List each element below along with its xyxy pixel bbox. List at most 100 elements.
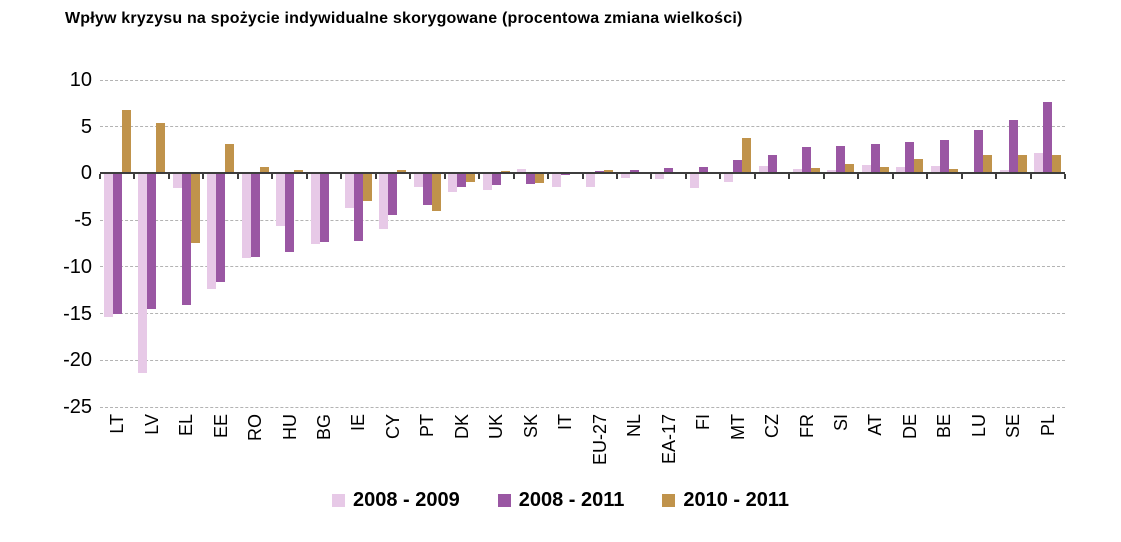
bar — [758, 165, 768, 174]
bar — [939, 139, 949, 174]
y-axis-label: 5 — [80, 115, 92, 138]
gridline — [100, 406, 1065, 408]
x-axis-label: IE — [348, 414, 369, 432]
bar — [1043, 102, 1053, 174]
bar — [551, 173, 561, 187]
x-axis-tick — [1064, 174, 1066, 180]
legend: 2008 - 2009 2008 - 2011 2010 - 2011 — [0, 489, 1121, 512]
legend-label: 2008 - 2009 — [352, 489, 460, 511]
bar — [431, 173, 441, 211]
bar — [344, 173, 354, 208]
bar — [724, 173, 734, 182]
bar — [1017, 154, 1027, 174]
x-axis-tick — [478, 174, 481, 180]
bar — [294, 169, 304, 174]
y-axis-label: 10 — [69, 69, 92, 91]
gridline — [100, 79, 1065, 81]
y-axis-label: -15 — [63, 302, 92, 325]
x-axis-label: SI — [830, 414, 851, 432]
x-axis-tick — [99, 174, 101, 180]
x-axis-tick — [340, 174, 343, 180]
x-axis-tick — [581, 174, 584, 180]
bar — [147, 173, 157, 309]
x-axis-tick — [1029, 174, 1032, 180]
bar — [595, 170, 605, 174]
bar — [491, 173, 501, 185]
bar — [190, 173, 200, 244]
gridline — [100, 359, 1065, 361]
x-axis-tick — [753, 174, 756, 180]
x-axis-label: EA-17 — [658, 414, 679, 465]
x-axis-tick — [167, 174, 170, 180]
bar — [457, 173, 467, 188]
x-axis-label: PL — [1037, 414, 1058, 437]
bar — [138, 173, 148, 374]
legend-swatch-2008-2011 — [497, 494, 511, 507]
bar — [802, 147, 812, 174]
bar — [1052, 154, 1062, 174]
chart-title: Wpływ kryzysu na spożycie indywidualne s… — [65, 10, 743, 27]
x-axis-label: CY — [382, 414, 403, 440]
bar — [156, 122, 166, 174]
gridline — [100, 266, 1065, 268]
x-axis-label: EE — [210, 414, 231, 439]
bar — [811, 167, 821, 174]
x-axis-label: LT — [107, 414, 128, 434]
x-axis-label: RO — [245, 414, 266, 441]
x-axis-label: BG — [314, 414, 335, 441]
bar — [121, 109, 131, 174]
bar — [733, 160, 743, 174]
bar — [896, 166, 906, 174]
bar — [181, 173, 191, 306]
x-axis-label: NL — [624, 414, 645, 438]
bar — [216, 173, 226, 282]
x-axis-label: DE — [899, 414, 920, 440]
x-axis-tick — [891, 174, 894, 180]
x-axis-tick — [719, 174, 722, 180]
bar — [930, 165, 940, 174]
bar — [362, 173, 372, 202]
legend-item: 2008 - 2011 — [497, 489, 624, 512]
x-axis-tick — [133, 174, 136, 180]
bar — [448, 173, 458, 193]
bar — [914, 159, 924, 174]
x-axis-tick — [615, 174, 618, 180]
bar — [793, 168, 803, 174]
x-axis-label: SE — [1003, 414, 1024, 439]
x-axis-label: FI — [693, 414, 714, 430]
bar — [310, 173, 320, 245]
bar — [397, 169, 407, 174]
x-axis-tick — [374, 174, 377, 180]
legend-swatch-2008-2009 — [331, 494, 345, 507]
bar — [207, 173, 217, 290]
bar — [664, 167, 674, 174]
y-axis-label: -25 — [63, 396, 92, 418]
x-axis-tick — [547, 174, 550, 180]
bar — [535, 173, 545, 183]
bar — [413, 173, 423, 188]
x-axis-tick — [822, 174, 825, 180]
bar — [517, 168, 527, 174]
bar — [526, 173, 536, 184]
x-axis-tick — [202, 174, 205, 180]
bar — [112, 173, 122, 315]
bar — [870, 144, 880, 174]
bar — [353, 173, 363, 241]
x-axis-label: CZ — [762, 414, 783, 438]
bar — [767, 154, 777, 174]
bar — [999, 169, 1009, 174]
bar — [629, 169, 639, 174]
x-axis-tick — [305, 174, 308, 180]
bar — [319, 173, 329, 242]
x-axis-label: IT — [555, 414, 576, 430]
bar — [1008, 120, 1018, 174]
legend-item: 2010 - 2011 — [662, 489, 789, 512]
bar — [948, 168, 958, 174]
x-axis-label: EL — [176, 414, 197, 437]
y-axis-label: -20 — [63, 349, 92, 372]
bar — [655, 173, 665, 180]
x-axis-label: FR — [796, 414, 817, 438]
x-axis-label: AT — [865, 414, 886, 436]
x-axis-tick — [409, 174, 412, 180]
